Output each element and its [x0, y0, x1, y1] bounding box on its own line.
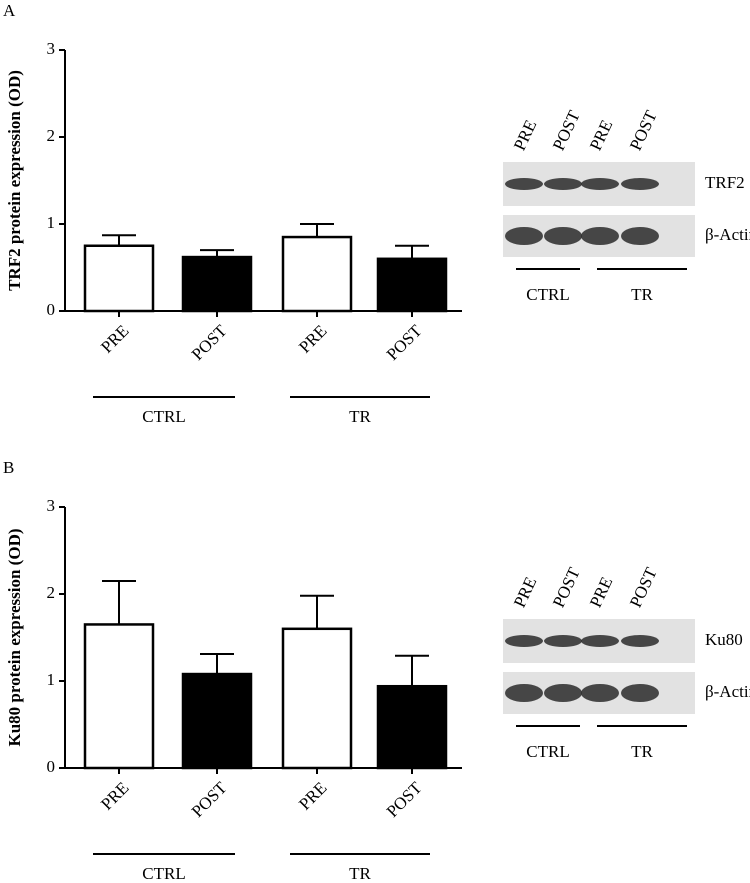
bar [376, 684, 448, 770]
blot-row-label: β-Actin [705, 682, 750, 701]
blot-lane-label: PRE [586, 574, 616, 610]
blot-group-label: TR [631, 285, 653, 304]
x-tick-label: POST [188, 778, 231, 821]
blot-band [505, 635, 543, 647]
y-tick-label: 0 [47, 300, 56, 319]
x-tick-label: POST [188, 321, 231, 364]
blot-lane-label: POST [549, 107, 584, 153]
blot-band [581, 227, 619, 245]
group-label: TR [349, 864, 371, 883]
y-tick-label: 3 [47, 496, 56, 515]
blot-row-label: β-Actin [705, 225, 750, 244]
x-tick-label: PRE [295, 778, 330, 813]
y-tick-label: 2 [47, 126, 56, 145]
blot-band [621, 684, 659, 702]
blot-group-label: CTRL [526, 742, 569, 761]
panel-label: A [3, 1, 16, 20]
y-tick-label: 0 [47, 757, 56, 776]
blot-lane-label: POST [626, 564, 661, 610]
blot-lane-label: POST [626, 107, 661, 153]
y-axis-label: Ku80 protein expression (OD) [5, 528, 24, 746]
blot-band [581, 684, 619, 702]
bar [281, 235, 353, 313]
blot-row-label: Ku80 [705, 630, 743, 649]
bar [181, 255, 253, 313]
y-tick-label: 1 [47, 213, 56, 232]
x-tick-label: PRE [97, 321, 132, 356]
blot-band [544, 178, 582, 190]
blot-lane-label: PRE [586, 117, 616, 153]
blot-band [621, 178, 659, 190]
blot-band [505, 178, 543, 190]
blot-group-label: CTRL [526, 285, 569, 304]
blot-band [581, 178, 619, 190]
y-axis-label: TRF2 protein expression (OD) [5, 70, 24, 291]
y-tick-label: 2 [47, 583, 56, 602]
blot-band [544, 227, 582, 245]
blot-band [505, 684, 543, 702]
x-tick-label: POST [383, 778, 426, 821]
bar [83, 623, 155, 770]
blot-band [505, 227, 543, 245]
blot-band [621, 227, 659, 245]
blot-lane-label: POST [549, 564, 584, 610]
blot-row-label: TRF2 [705, 173, 745, 192]
y-tick-label: 3 [47, 39, 56, 58]
x-tick-label: POST [383, 321, 426, 364]
bar [83, 244, 155, 313]
group-label: CTRL [142, 864, 185, 883]
x-tick-label: PRE [97, 778, 132, 813]
blot-lane-label: PRE [510, 117, 540, 153]
group-label: TR [349, 407, 371, 426]
bar [181, 672, 253, 770]
blot-band [544, 684, 582, 702]
blot-group-label: TR [631, 742, 653, 761]
bar [281, 627, 353, 770]
y-tick-label: 1 [47, 670, 56, 689]
blot-lane-label: PRE [510, 574, 540, 610]
group-label: CTRL [142, 407, 185, 426]
blot-band [544, 635, 582, 647]
blot-band [581, 635, 619, 647]
x-tick-label: PRE [295, 321, 330, 356]
panel-label: B [3, 458, 14, 477]
bar [376, 257, 448, 313]
blot-band [621, 635, 659, 647]
